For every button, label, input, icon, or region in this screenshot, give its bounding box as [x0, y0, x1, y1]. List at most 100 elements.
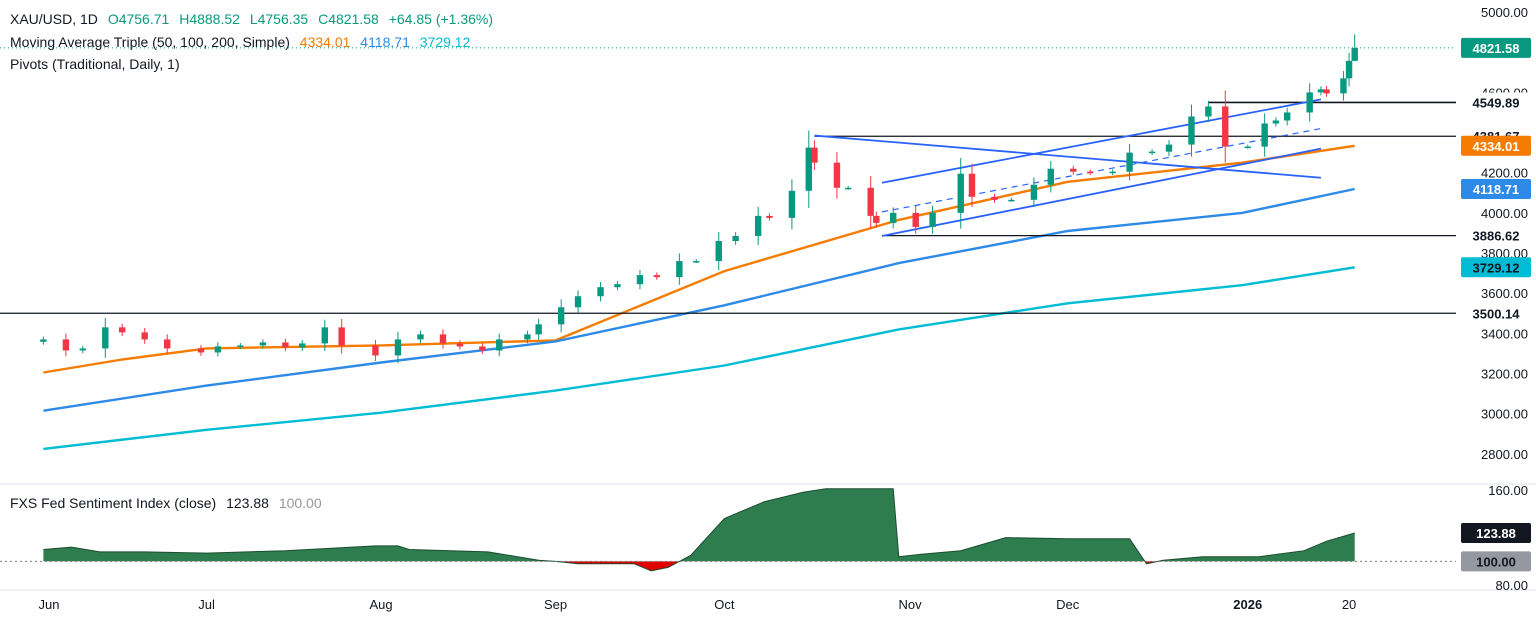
- candle-body: [1008, 199, 1015, 202]
- trendlines: [814, 98, 1322, 237]
- symbol-label: XAU/USD, 1D: [10, 11, 98, 27]
- indicator-value: 123.88: [226, 495, 269, 511]
- indicator-baseline-badge-bg: [1461, 551, 1531, 572]
- indicator-value-badge: 123.88: [1476, 526, 1516, 541]
- candle-body: [40, 339, 47, 342]
- level-badge-bg: [1461, 92, 1531, 113]
- candle-body: [929, 212, 936, 227]
- level-badge: 3886.62: [1473, 229, 1520, 244]
- sentiment-negative-area: [555, 561, 1158, 571]
- candle-body: [479, 346, 486, 351]
- candle-body: [1188, 116, 1195, 145]
- price-axis[interactable]: 2800.003000.003200.003400.003600.003800.…: [1461, 5, 1531, 593]
- candle-body: [439, 334, 447, 344]
- candle-body: [574, 296, 582, 308]
- price-tick-label: 3200.00: [1481, 367, 1528, 382]
- price-tick-label: 4200.00: [1481, 166, 1528, 181]
- candle-body: [557, 307, 565, 325]
- candle-body: [102, 327, 109, 349]
- candle-body: [811, 147, 818, 163]
- candle-body: [456, 343, 464, 347]
- candle-body: [118, 327, 126, 333]
- grid: [0, 483, 1536, 591]
- ma200-badge: 3729.12: [1473, 260, 1520, 275]
- time-tick-label: Sep: [544, 597, 567, 612]
- candle-body: [1222, 106, 1229, 147]
- candle-body: [496, 339, 503, 351]
- candle-body: [1261, 123, 1268, 147]
- candle-body: [141, 332, 148, 340]
- candle-body: [394, 339, 402, 356]
- candle-body: [1244, 146, 1251, 149]
- indicator-tick-label: 80.00: [1495, 578, 1528, 593]
- candle-body: [282, 342, 289, 348]
- candle-body: [164, 339, 171, 349]
- level-badge-bg: [1461, 225, 1531, 246]
- candle-body: [338, 327, 345, 346]
- candle-body: [1148, 151, 1156, 154]
- ma200-badge-bg: [1461, 257, 1531, 278]
- candle-body: [833, 162, 841, 188]
- open-value: O4756.71: [107, 11, 170, 27]
- indicator-tick-label: 160.00: [1488, 483, 1528, 498]
- pivots-legend[interactable]: Pivots (Traditional, Daily, 1): [10, 55, 186, 73]
- candle-body: [1306, 92, 1313, 113]
- time-tick-label: Jul: [198, 597, 215, 612]
- ma100-value: 4118.71: [360, 34, 410, 50]
- candle-body: [1272, 120, 1280, 124]
- ma100-badge: 4118.71: [1473, 182, 1519, 197]
- indicator-legend[interactable]: FXS Fed Sentiment Index (close) 123.88 1…: [10, 494, 328, 512]
- low-value: L4756.35: [249, 11, 309, 27]
- candle-body: [1047, 168, 1054, 185]
- price-tick-label: 3000.00: [1481, 407, 1528, 422]
- time-axis[interactable]: Jun Jul Aug Sep Oct Nov Dec 2026 20: [39, 597, 1357, 612]
- indicator-baseline-badge: 100.00: [1476, 554, 1516, 569]
- price-tick-label: 5000.00: [1481, 5, 1528, 20]
- price-tick-label: 4000.00: [1481, 206, 1528, 221]
- symbol-legend[interactable]: XAU/USD, 1D O4756.71 H4888.52 L4756.35 C…: [10, 10, 499, 28]
- candle-body: [957, 173, 964, 213]
- candle-body: [1323, 89, 1330, 94]
- candle-body: [1165, 144, 1173, 152]
- ma50-badge: 4334.01: [1473, 139, 1520, 154]
- candle-body: [237, 345, 244, 347]
- candle-body: [535, 324, 542, 335]
- ma-legend[interactable]: Moving Average Triple (50, 100, 200, Sim…: [10, 33, 476, 51]
- pivots-label: Pivots (Traditional, Daily, 1): [10, 56, 180, 72]
- candle-body: [693, 261, 700, 263]
- sentiment-line: [43, 488, 1355, 572]
- candle-body: [1351, 47, 1358, 61]
- time-tick-label: Nov: [899, 597, 923, 612]
- candle-body: [676, 261, 683, 278]
- candle-body: [732, 235, 739, 241]
- ma-50-line: [43, 144, 1355, 374]
- ma-label: Moving Average Triple (50, 100, 200, Sim…: [10, 34, 290, 50]
- candle-body: [754, 215, 762, 236]
- candle-body: [1109, 171, 1116, 174]
- candle-body: [715, 240, 722, 262]
- high-value: H4888.52: [179, 11, 240, 27]
- indicator-area: [0, 488, 1456, 572]
- ma100-badge-bg: [1461, 179, 1531, 200]
- indicator-baseline: 100.00: [278, 495, 322, 511]
- ma50-badge-bg: [1461, 135, 1531, 156]
- time-tick-label: Oct: [714, 597, 735, 612]
- channel-midline: [881, 127, 1322, 213]
- candle-body: [844, 187, 852, 190]
- candle-body: [968, 173, 976, 197]
- price-tick-label: 2800.00: [1481, 447, 1528, 462]
- level-badge: 4549.89: [1473, 95, 1520, 110]
- candle-body: [197, 348, 205, 353]
- sentiment-positive-area: [43, 488, 1355, 562]
- indicator-value-badge-bg: [1461, 522, 1531, 543]
- candle-body: [597, 287, 604, 297]
- candle-body: [1086, 171, 1094, 174]
- candle-body: [259, 342, 267, 346]
- trendline: [814, 134, 1322, 179]
- candle-body: [912, 212, 919, 227]
- change-value: +64.85 (+1.36%): [388, 11, 494, 27]
- candle-body: [1340, 78, 1347, 94]
- level-badge: 3500.14: [1473, 306, 1521, 321]
